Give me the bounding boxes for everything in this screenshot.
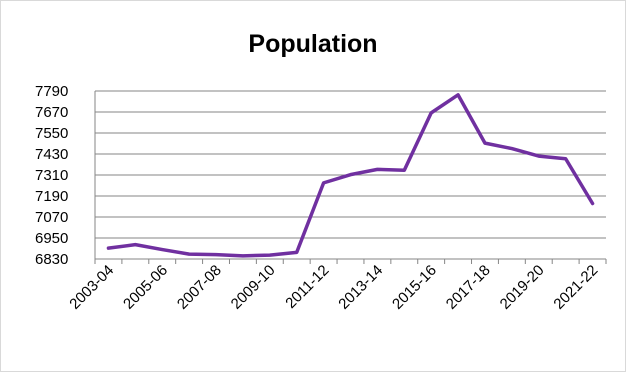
y-tick-label: 6950 — [35, 230, 68, 247]
x-tick-label: 2021-22 — [550, 262, 601, 313]
y-tick-label: 7790 — [35, 83, 68, 100]
y-tick-label: 7670 — [35, 104, 68, 121]
y-tick-label: 7190 — [35, 188, 68, 205]
y-tick-label: 7310 — [35, 167, 68, 184]
y-tick-label: 7070 — [35, 209, 68, 226]
chart-title: Population — [248, 30, 378, 58]
x-tick-label: 2019-20 — [497, 262, 548, 313]
x-tick-label: 2005-06 — [120, 262, 171, 313]
x-tick-label: 2011-12 — [282, 262, 332, 312]
y-tick-label: 7550 — [35, 125, 68, 142]
x-tick-label: 2003-04 — [66, 262, 117, 313]
x-tick-label: 2015-16 — [389, 262, 440, 313]
x-tick-label: 2007-08 — [174, 262, 225, 313]
y-tick-label: 7430 — [35, 146, 68, 163]
x-tick-label: 2009-10 — [228, 262, 279, 313]
series-line — [106, 93, 595, 258]
y-tick-label: 6830 — [35, 251, 68, 268]
x-tick-label: 2013-14 — [335, 262, 386, 313]
x-tick-label: 2017-18 — [443, 262, 494, 313]
